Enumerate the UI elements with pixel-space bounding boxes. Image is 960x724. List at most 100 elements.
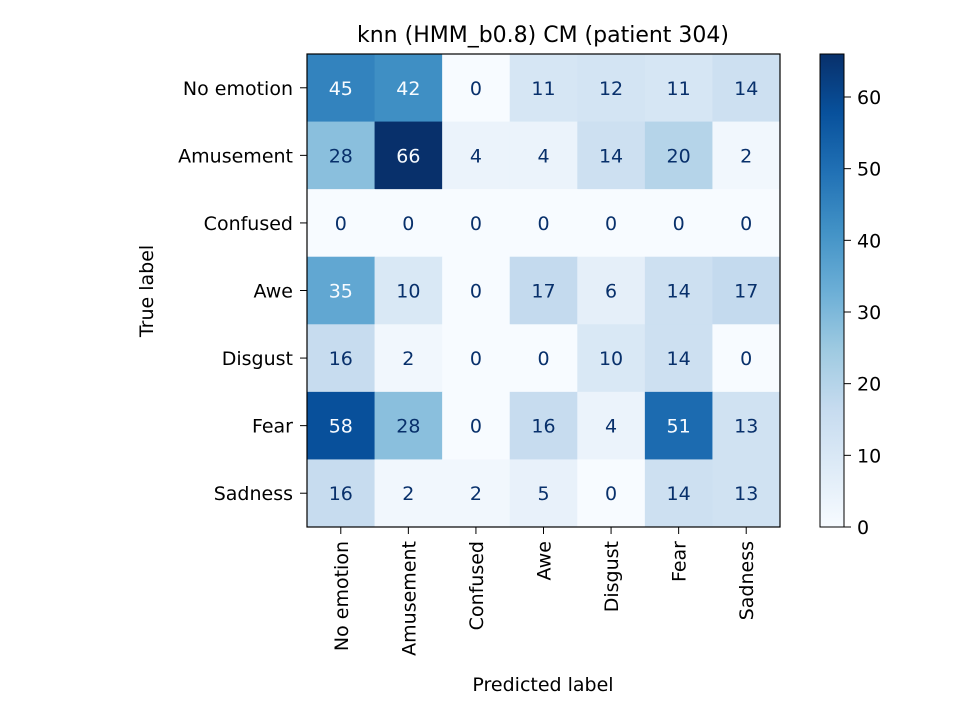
heatmap-cell-r4-c3: [509, 324, 578, 393]
y-tick-label-3: Awe: [254, 281, 293, 303]
cell-value-r5-c0: 58: [329, 416, 353, 438]
colorbar: [819, 53, 845, 528]
cell-value-r2-c5: 0: [673, 213, 685, 235]
heatmap-cell-r0-c0: [307, 54, 376, 123]
heatmap-cell-r5-c6: [712, 391, 781, 460]
heatmap-cell-r3-c6: [712, 256, 781, 325]
heatmap-cell-r6-c0: [307, 459, 376, 528]
x-tick-label-4: Disgust: [601, 541, 623, 612]
cell-value-r3-c1: 10: [396, 281, 420, 303]
heatmap-cell-r0-c2: [442, 54, 511, 123]
cell-value-r0-c0: 45: [329, 78, 353, 100]
y-tick-label-5: Fear: [252, 416, 293, 438]
heatmap-cell-r1-c0: [307, 121, 376, 190]
cell-value-r4-c4: 10: [599, 348, 623, 370]
heatmap-cell-r5-c4: [577, 391, 646, 460]
cell-value-r0-c3: 11: [531, 78, 555, 100]
x-tick-label-5: Fear: [669, 541, 691, 582]
heatmap-cell-r1-c3: [509, 121, 578, 190]
heatmap-cell-r3-c2: [442, 256, 511, 325]
heatmap-cell-r5-c0: [307, 391, 376, 460]
cell-value-r3-c3: 17: [531, 281, 555, 303]
heatmap-cell-r3-c4: [577, 256, 646, 325]
cell-value-r0-c4: 12: [599, 78, 623, 100]
cell-value-r6-c6: 13: [734, 483, 758, 505]
cell-value-r1-c1: 66: [396, 145, 420, 167]
cell-value-r0-c6: 14: [734, 78, 758, 100]
heatmap-cell-r2-c4: [577, 189, 646, 258]
cell-value-r0-c1: 42: [396, 78, 420, 100]
heatmap-cell-r1-c2: [442, 121, 511, 190]
x-axis-label: Predicted label: [472, 674, 613, 696]
cell-value-r4-c5: 14: [667, 348, 691, 370]
colorbar-tick-label-0: 0: [857, 517, 869, 539]
heatmap-cell-r3-c1: [374, 256, 443, 325]
heatmap-cell-r0-c6: [712, 54, 781, 123]
cell-value-r1-c4: 14: [599, 145, 623, 167]
cell-value-r5-c2: 0: [470, 416, 482, 438]
cell-value-r2-c4: 0: [605, 213, 617, 235]
y-tick-label-6: Sadness: [214, 483, 293, 505]
cell-value-r3-c2: 0: [470, 281, 482, 303]
y-tick-label-0: No emotion: [183, 78, 293, 100]
heatmap-cell-r4-c1: [374, 324, 443, 393]
colorbar-tick-label-2: 20: [857, 374, 881, 396]
cell-value-r6-c2: 2: [470, 483, 482, 505]
heatmap-cell-r0-c4: [577, 54, 646, 123]
cell-value-r4-c3: 0: [537, 348, 549, 370]
heatmap-cell-r2-c3: [509, 189, 578, 258]
heatmap-cell-r6-c3: [509, 459, 578, 528]
cell-value-r3-c0: 35: [329, 281, 353, 303]
cell-value-r1-c2: 4: [470, 145, 482, 167]
cell-value-r4-c6: 0: [740, 348, 752, 370]
heatmap-cell-r3-c5: [644, 256, 713, 325]
cell-value-r5-c3: 16: [531, 416, 555, 438]
cell-value-r0-c2: 0: [470, 78, 482, 100]
heatmap-cell-r5-c2: [442, 391, 511, 460]
cell-value-r3-c6: 17: [734, 281, 758, 303]
cell-value-r2-c2: 0: [470, 213, 482, 235]
heatmap-cell-r4-c2: [442, 324, 511, 393]
cell-value-r6-c4: 0: [605, 483, 617, 505]
y-tick-label-1: Amusement: [178, 145, 293, 167]
colorbar-tick-label-6: 60: [857, 87, 881, 109]
heatmap-cell-r1-c5: [644, 121, 713, 190]
cell-value-r6-c5: 14: [667, 483, 691, 505]
x-tick-label-2: Confused: [466, 541, 488, 630]
cell-value-r4-c2: 0: [470, 348, 482, 370]
x-axis-ticks: No emotion Amusement Confused Awe Disgust Fea…: [331, 527, 758, 656]
cell-value-r2-c3: 0: [537, 213, 549, 235]
heatmap-cell-r0-c5: [644, 54, 713, 123]
heatmap-cell-r2-c1: [374, 189, 443, 258]
cell-value-r2-c0: 0: [335, 213, 347, 235]
heatmap-cell-r1-c6: [712, 121, 781, 190]
y-axis-label: True label: [136, 245, 158, 338]
cell-value-r6-c3: 5: [537, 483, 549, 505]
heatmap-cell-r5-c1: [374, 391, 443, 460]
cell-value-r5-c5: 51: [667, 416, 691, 438]
cell-value-r1-c5: 20: [667, 145, 691, 167]
cell-value-r2-c1: 0: [402, 213, 414, 235]
heatmap-cell-r2-c0: [307, 189, 376, 258]
heatmap-cell-r6-c5: [644, 459, 713, 528]
cell-value-r2-c6: 0: [740, 213, 752, 235]
heatmap-cell-r2-c5: [644, 189, 713, 258]
heatmap-cell-r6-c1: [374, 459, 443, 528]
heatmap-cell-r2-c2: [442, 189, 511, 258]
heatmap-cell-r4-c4: [577, 324, 646, 393]
heatmap-cell-r6-c4: [577, 459, 646, 528]
y-tick-label-2: Confused: [204, 213, 293, 235]
x-tick-label-6: Sadness: [736, 541, 758, 620]
colorbar-tick-label-4: 40: [857, 230, 881, 252]
heatmap-cell-r3-c3: [509, 256, 578, 325]
cell-value-r4-c1: 2: [402, 348, 414, 370]
heatmap-cell-r1-c1: [374, 121, 443, 190]
cell-value-r5-c1: 28: [396, 416, 420, 438]
cell-value-r6-c1: 2: [402, 483, 414, 505]
cell-value-r3-c5: 14: [667, 281, 691, 303]
heatmap-cell-r4-c5: [644, 324, 713, 393]
cell-value-r1-c6: 2: [740, 145, 752, 167]
cell-value-r3-c4: 6: [605, 281, 617, 303]
